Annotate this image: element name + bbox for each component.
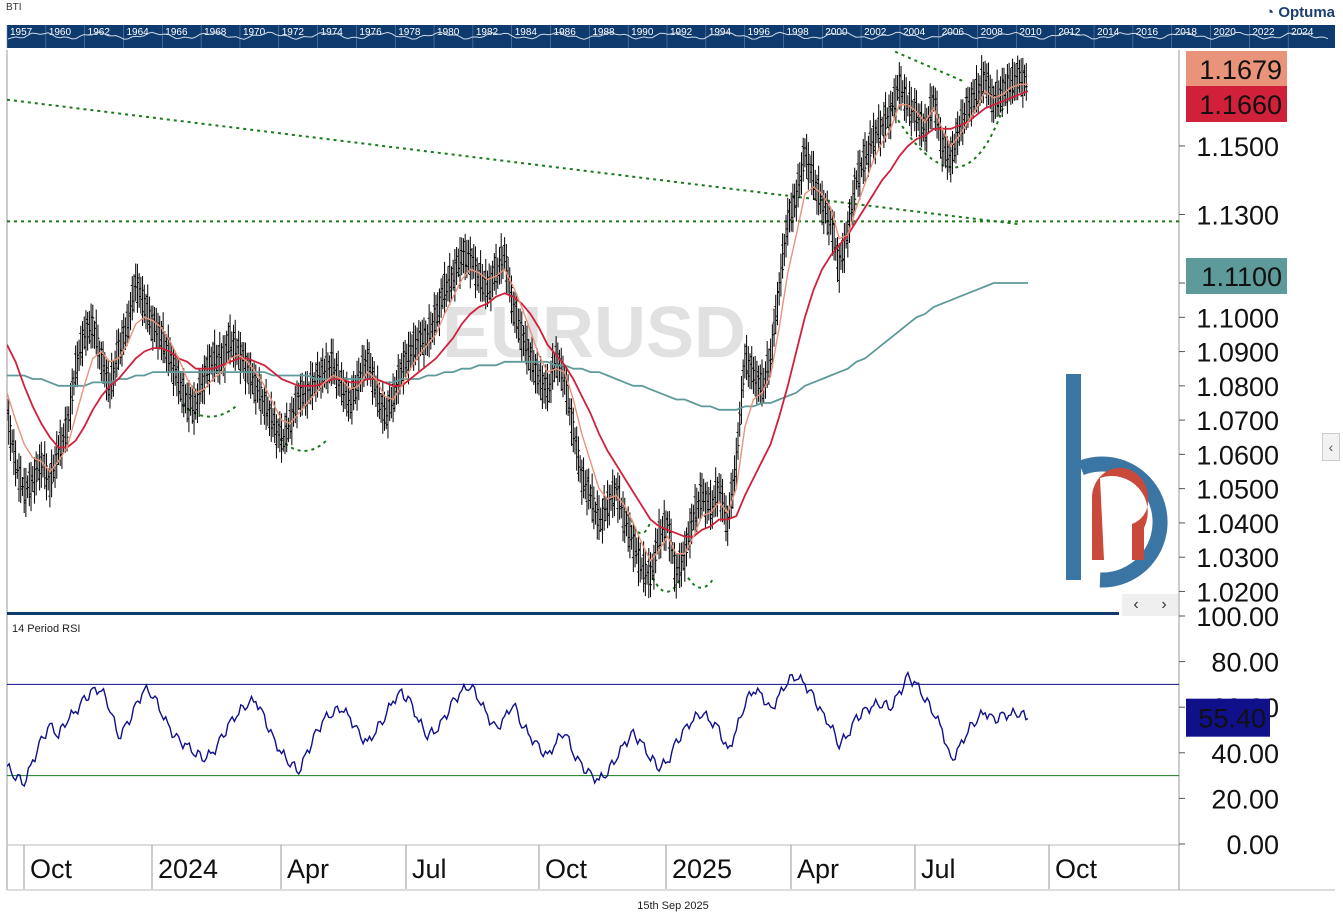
rsi-tick-label: 20.00 [1211,784,1279,814]
price-tick-label: 1.1000 [1196,303,1279,333]
overview-year-label: 1960 [49,27,72,38]
price-tick-label: 1.0400 [1196,509,1279,539]
rsi-marker: 55.40 [1186,698,1270,737]
trendline-upper [894,50,963,82]
price-tick-label: 1.1300 [1196,200,1279,230]
rsi-tick-label: 80.00 [1211,648,1279,678]
overview-year-label: 2010 [1019,27,1042,38]
price-tick-label: 1.0900 [1196,338,1279,368]
ma-slow-line [7,282,1028,411]
price-marker-label: 1.1679 [1199,55,1282,85]
overview-year-label: 2004 [903,27,926,38]
price-plot [7,50,1179,599]
time-tick-label: 2025 [672,854,732,884]
scroll-controls: ‹ › [1122,594,1178,616]
overview-year-label: 2006 [942,27,965,38]
price-marker-box [1186,86,1287,122]
time-tick-label: Oct [1055,854,1098,884]
overview-year-label: 1990 [631,27,654,38]
price-tick-label: 1.0600 [1196,440,1279,470]
price-tick-label: 1.0700 [1196,406,1279,436]
overview-year-label: 1980 [437,27,460,38]
rounded-bottom-6 [889,104,1006,169]
rsi-marker-label: 55.40 [1198,704,1266,734]
time-tick-label: Jul [412,854,447,884]
time-tick-label: Oct [30,854,73,884]
ticker-label: BTI [6,2,22,13]
overview-year-label: 2002 [864,27,887,38]
date-footer: 15th Sep 2025 [637,900,709,912]
overview-year-label: 2020 [1214,27,1237,38]
rsi-line [7,670,1029,788]
time-tick-label: Oct [545,854,588,884]
time-tick-label: 2024 [158,854,218,884]
rsi-tick-label: 40.00 [1211,739,1279,769]
overview-year-label: 1978 [398,27,421,38]
price-tick-label: 1.0800 [1196,372,1279,402]
rsi-tick-label: 100.00 [1196,602,1279,632]
overview-year-label: 2008 [981,27,1004,38]
time-tick-label: Apr [287,854,329,884]
overview-year-label: 1966 [165,27,188,38]
overview-strip[interactable] [7,25,1335,48]
time-tick-label: Jul [921,854,956,884]
brand-name: Optuma [1278,4,1335,21]
panel-divider[interactable] [7,612,1119,615]
price-axis-labels: 1.1500 1.1300 1.1100 1.1000 1.0900 1.0800 1.07… [1179,132,1279,607]
overview-history-line [7,31,1329,40]
price-marker-box [1186,51,1287,87]
overview-year-label: 1992 [670,27,693,38]
overview-year-label: 1986 [554,27,577,38]
price-marker-label: 1.1660 [1199,90,1282,120]
price-bars [7,55,1028,599]
overview-year-label: 2024 [1291,27,1314,38]
overview-year-label: 1994 [709,27,732,38]
time-axis-labels: Oct 2024 Apr Jul Oct 2025 Apr Jul Oct [23,845,1098,889]
scroll-right-button[interactable]: › [1161,596,1167,613]
overview-year-label: 2016 [1136,27,1159,38]
rsi-tick-label: 0.00 [1226,830,1279,860]
brand-logo: ◔ Optuma [1265,4,1335,21]
broker-logo-icon [1066,374,1168,588]
price-tick-label: 1.0300 [1196,543,1279,573]
overview-year-label: 1988 [592,27,615,38]
price-marker-label: 1.1100 [1201,262,1282,292]
overview-year-label: 1996 [748,27,771,38]
optuma-icon: ◔ [1265,4,1279,21]
overview-year-label: 1976 [359,27,382,38]
overview-year-label: 1998 [786,27,809,38]
time-tick-label: Apr [797,854,839,884]
price-tick-label: 1.1500 [1196,132,1279,162]
price-tick-label: 1.0500 [1196,475,1279,505]
overview-year-label: 2014 [1097,27,1120,38]
ma-fast-line [7,83,1028,562]
overview-year-label: 1972 [282,27,305,38]
ma-mid-line [7,90,1029,538]
overview-year-label: 1957 [10,27,33,38]
price-markers: 1.1679 1.1660 1.1100 [1186,51,1287,294]
overview-year-label: 1974 [321,27,344,38]
overview-year-label: 2000 [825,27,848,38]
scroll-left-button[interactable]: ‹ [1133,596,1139,613]
side-panel-toggle[interactable]: ‹ [1322,433,1340,461]
symbol-watermark: EURUSD [442,293,746,373]
overview-year-label: 1970 [243,27,266,38]
rsi-title: 14 Period RSI [12,623,80,635]
rounded-bottom-5 [687,577,715,589]
overview-year-label: 1984 [515,27,538,38]
overview-year-label: 1964 [126,27,149,38]
rsi-marker-box [1186,698,1270,737]
overview-year-label: 1982 [476,27,499,38]
overview-year-label: 2022 [1252,27,1275,38]
price-marker-box [1186,258,1287,294]
rounded-bottom-2 [279,438,329,452]
price-tick-label: 1.0200 [1196,577,1279,607]
